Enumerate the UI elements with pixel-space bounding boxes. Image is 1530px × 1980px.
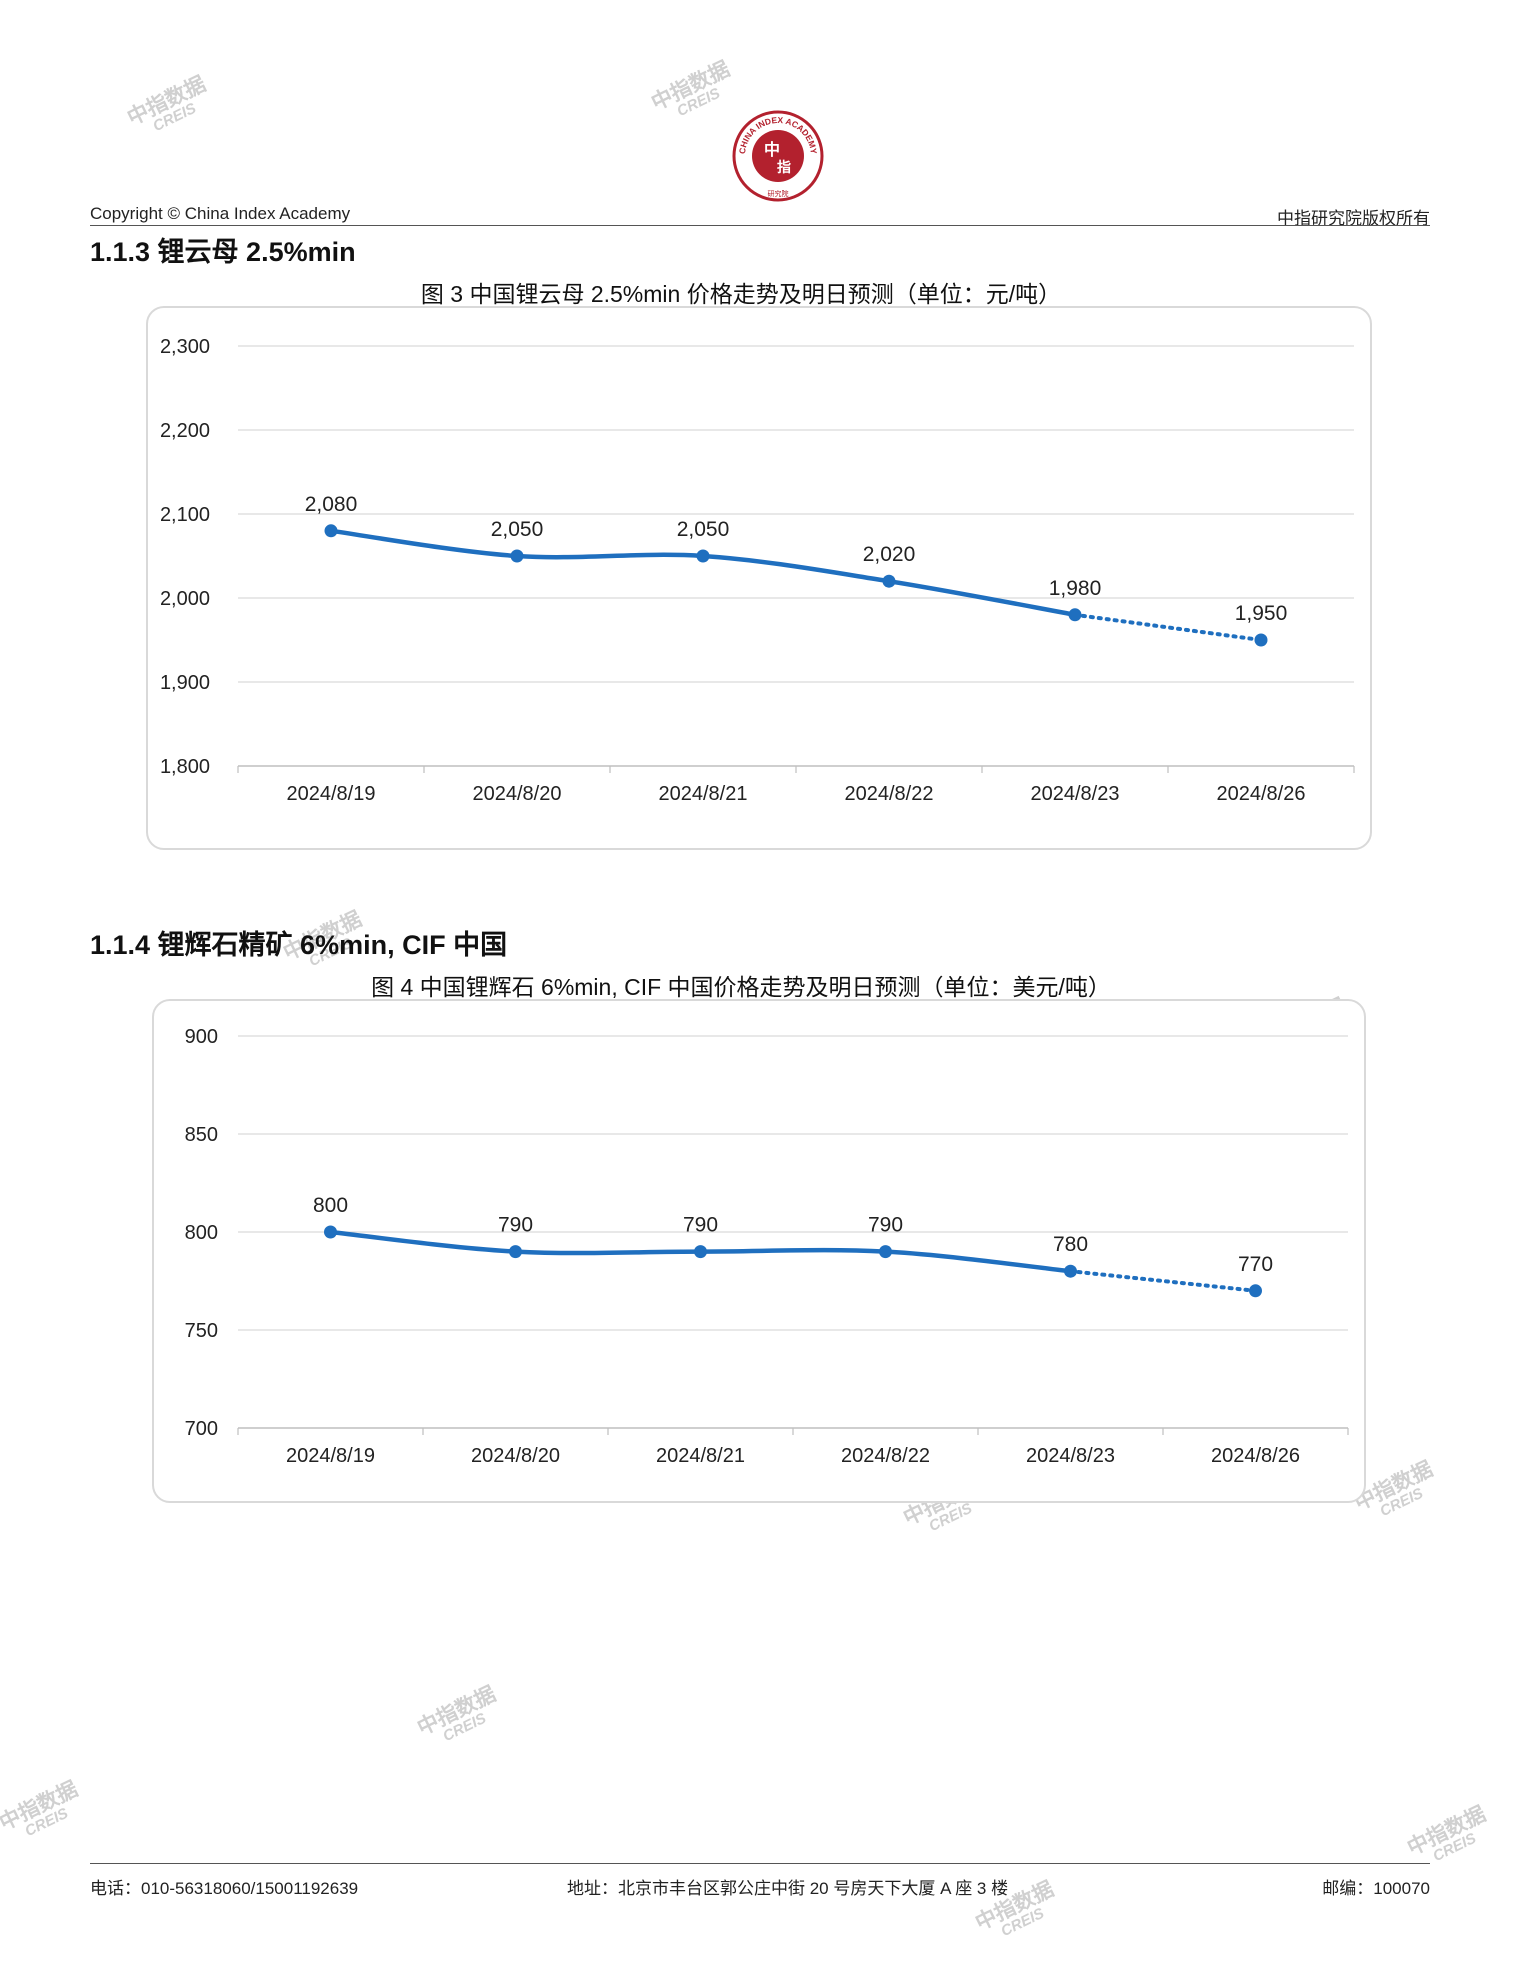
y-tick-label: 900 (185, 1026, 218, 1048)
data-label: 2,080 (305, 493, 358, 516)
forecast-line (1068, 1269, 1258, 1293)
data-label: 770 (1238, 1253, 1273, 1276)
x-tick-label: 2024/8/26 (1211, 1445, 1300, 1467)
data-label: 2,020 (863, 543, 916, 566)
data-point (1249, 1284, 1262, 1298)
section-title: 1.1.3 锂云母 2.5%min (90, 237, 356, 267)
y-tick-label: 1,900 (160, 672, 210, 694)
x-tick-label: 2024/8/20 (471, 1445, 560, 1467)
data-point (1254, 633, 1268, 647)
x-tick-label: 2024/8/21 (659, 783, 748, 805)
data-point (1068, 608, 1082, 622)
y-tick-label: 850 (185, 1124, 218, 1146)
figure-title: 图 3 中国锂云母 2.5%min 价格走势及明日预测（单位：元/吨） (420, 281, 1062, 307)
x-tick-label: 2024/8/23 (1031, 783, 1120, 805)
spodumene-price-chart: 700 750 800 850 900 2024/8/19 2024/8/20 2024/8/… (185, 1026, 1349, 1467)
data-label: 790 (498, 1214, 533, 1237)
data-point (694, 1245, 707, 1259)
rights-text: 中指研究院版权所有 (1277, 209, 1430, 229)
y-tick-label: 2,100 (160, 504, 210, 526)
y-tick-label: 2,000 (160, 588, 210, 610)
lepidolite-price-chart: 1,800 1,900 2,000 2,100 2,200 2,300 2024/8/19 2… (160, 336, 1355, 805)
data-point (696, 549, 710, 563)
copyright-text: Copyright © China Index Academy (90, 204, 351, 223)
y-tick-label: 2,300 (160, 336, 210, 358)
data-label: 790 (868, 1214, 903, 1237)
series-line (328, 528, 1078, 618)
chart-frame: 1,800 1,900 2,000 2,100 2,200 2,300 2024/8/19 2… (146, 306, 1372, 850)
forecast-line (1073, 612, 1263, 642)
footer-divider (90, 1863, 1430, 1864)
data-label: 780 (1053, 1233, 1088, 1256)
data-label: 1,950 (1235, 602, 1288, 625)
chart-frame: 700 750 800 850 900 2024/8/19 2024/8/20 2024/8/… (152, 999, 1366, 1503)
data-point (324, 1225, 337, 1239)
data-point (324, 524, 338, 538)
y-tick-label: 700 (185, 1418, 218, 1440)
data-label: 1,980 (1049, 577, 1102, 600)
header-divider (90, 225, 1430, 226)
data-point (509, 1245, 522, 1259)
data-label: 790 (683, 1214, 718, 1237)
data-label: 2,050 (491, 518, 544, 541)
data-label: 2,050 (677, 518, 730, 541)
footer-phone: 电话：010-56318060/15001192639 (90, 1879, 359, 1898)
svg-text:指: 指 (777, 159, 791, 175)
y-tick-label: 1,800 (160, 756, 210, 778)
x-tick-label: 2024/8/26 (1217, 783, 1306, 805)
data-point (882, 574, 896, 588)
y-tick-label: 2,200 (160, 420, 210, 442)
data-label: 800 (313, 1194, 348, 1217)
x-tick-label: 2024/8/23 (1026, 1445, 1115, 1467)
figure-title: 图 4 中国锂辉石 6%min, CIF 中国价格走势及明日预测（单位：美元/吨… (371, 974, 1111, 1000)
academy-logo: CHINA INDEX ACADEMY 中 指 研究院 (732, 110, 824, 202)
section-title: 1.1.4 锂辉石精矿 6%min, CIF 中国 (90, 930, 508, 960)
svg-text:中: 中 (764, 140, 780, 159)
data-point (1064, 1264, 1077, 1278)
x-tick-label: 2024/8/21 (656, 1445, 745, 1467)
x-tick-label: 2024/8/22 (845, 783, 934, 805)
footer-address: 地址：北京市丰台区郭公庄中街 20 号房天下大厦 A 座 3 楼 (567, 1879, 1009, 1898)
x-tick-label: 2024/8/22 (841, 1445, 930, 1467)
data-point (510, 549, 524, 563)
x-tick-label: 2024/8/20 (473, 783, 562, 805)
x-tick-label: 2024/8/19 (286, 1445, 375, 1467)
y-tick-label: 800 (185, 1222, 218, 1244)
data-point (879, 1245, 892, 1259)
footer-postcode: 邮编：100070 (1322, 1879, 1430, 1898)
y-tick-label: 750 (185, 1320, 218, 1342)
x-tick-label: 2024/8/19 (287, 783, 376, 805)
svg-text:研究院: 研究院 (768, 189, 789, 198)
